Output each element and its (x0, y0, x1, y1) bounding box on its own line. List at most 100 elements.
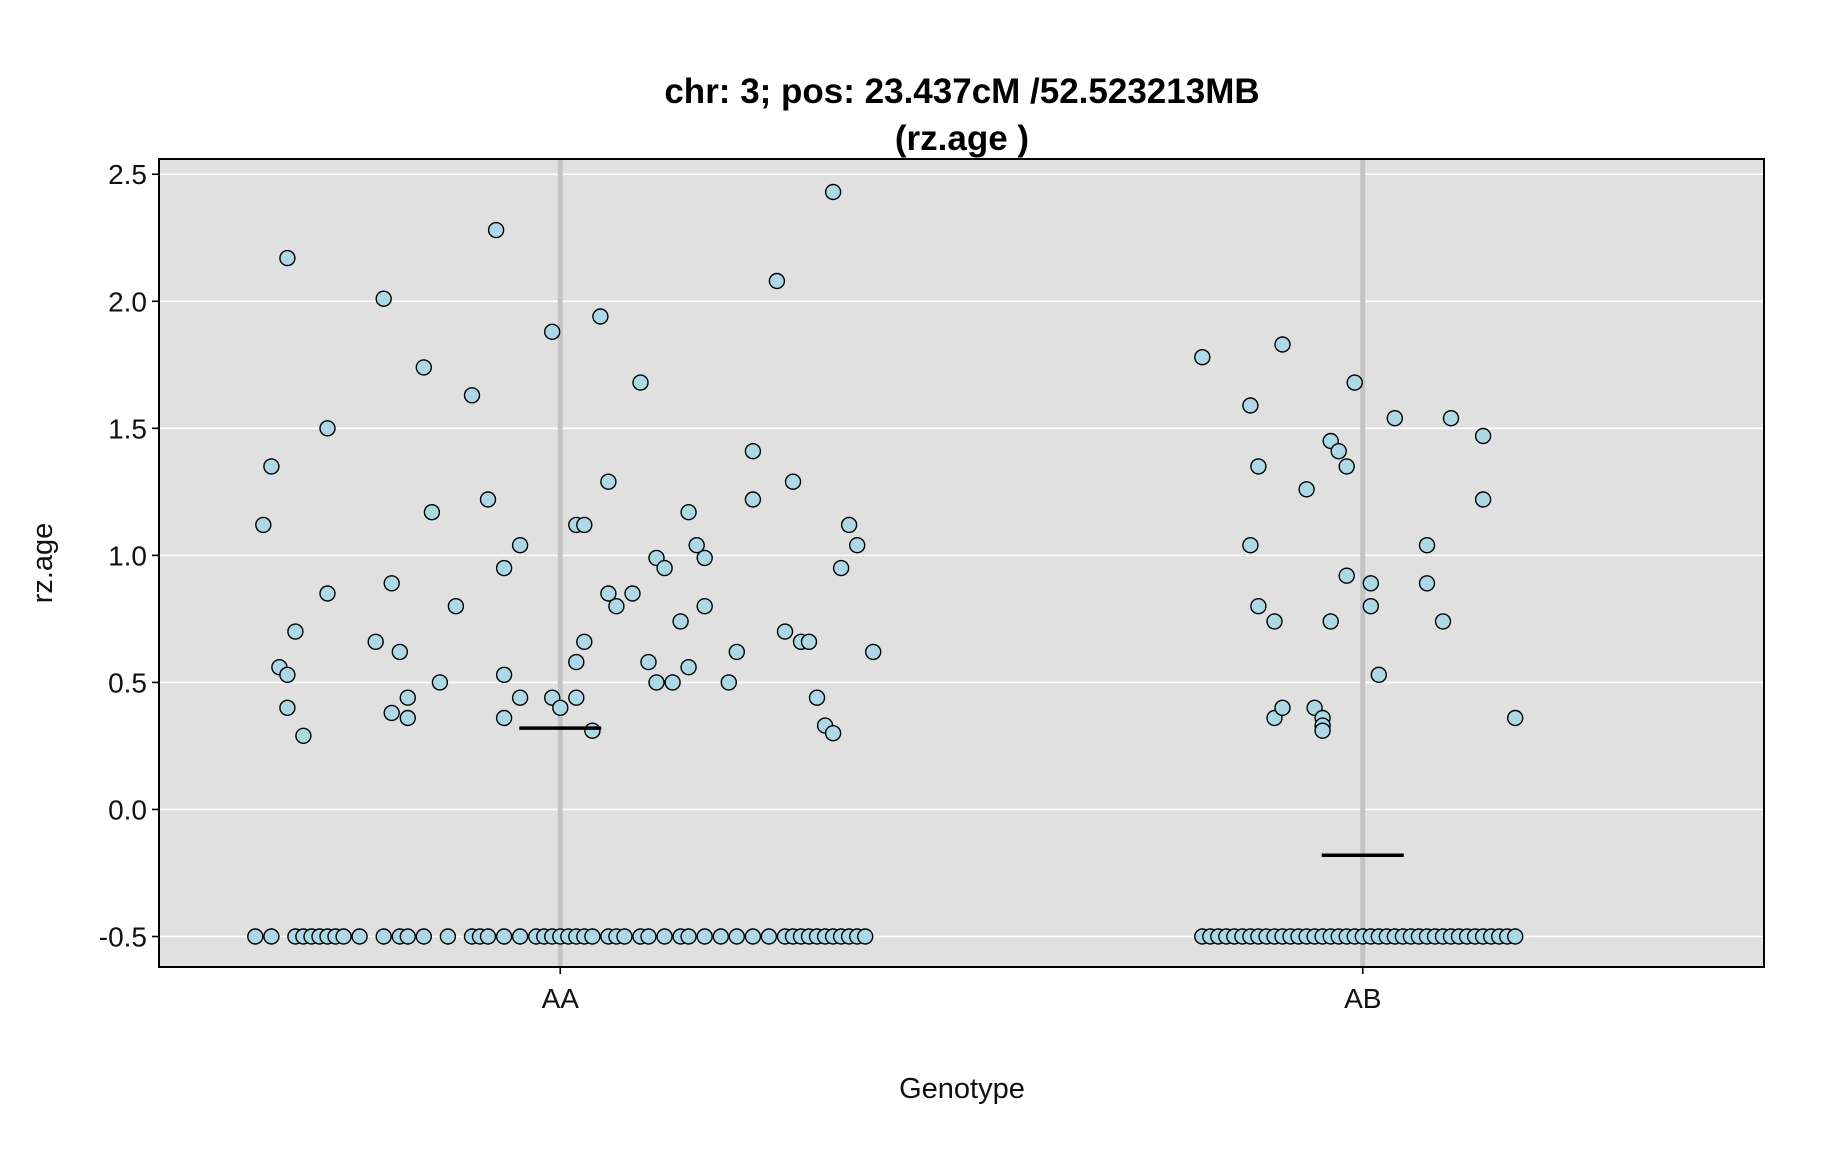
point-AA-69 (840, 516, 858, 534)
point-AA-61 (784, 473, 802, 490)
point-AA-14 (391, 643, 408, 661)
plot-panel (159, 159, 1764, 967)
point-AA-5 (279, 699, 296, 716)
point-AB-17 (1338, 458, 1355, 475)
point-AA-37 (584, 722, 601, 739)
point-AA-85 (415, 928, 432, 945)
point-AA-41 (608, 598, 625, 615)
point-AA-4 (279, 666, 296, 683)
point-AB-19 (1346, 374, 1363, 391)
point-AA-52 (688, 537, 705, 554)
point-AA-110 (728, 928, 745, 945)
point-AA-17 (415, 359, 432, 376)
point-AA-16 (399, 709, 416, 727)
point-AA-104 (640, 928, 657, 945)
y-tick-label-4: 1.5 (108, 413, 147, 444)
point-AB-20 (1362, 575, 1380, 592)
point-AA-71 (865, 643, 882, 661)
point-AA-29 (544, 323, 561, 340)
point-AA-102 (616, 928, 633, 945)
point-AB-14 (1314, 722, 1331, 739)
point-AB-9 (1298, 481, 1315, 498)
point-AA-28 (511, 689, 529, 706)
point-AB-0 (1194, 349, 1211, 366)
point-AA-99 (584, 928, 601, 945)
point-AB-25 (1418, 575, 1436, 592)
y-tick-label-5: 2.0 (108, 286, 147, 317)
point-AA-15 (399, 689, 416, 706)
point-AA-55 (720, 674, 737, 691)
gridlines (159, 173, 1764, 938)
x-axis-label: Genotype (899, 1073, 1025, 1105)
point-AA-59 (768, 272, 786, 290)
point-AA-80 (335, 928, 352, 945)
point-AA-105 (656, 928, 673, 945)
point-AA-73 (263, 928, 280, 945)
point-AA-57 (744, 443, 762, 460)
category-lines (557, 159, 1366, 967)
point-AA-27 (511, 537, 529, 554)
point-AB-23 (1386, 410, 1404, 427)
point-AB-18 (1338, 567, 1355, 584)
point-AA-35 (576, 516, 593, 534)
point-AA-90 (495, 928, 513, 945)
point-AA-50 (680, 504, 697, 521)
point-AA-108 (696, 928, 713, 945)
point-AA-86 (439, 928, 457, 945)
point-AA-111 (744, 928, 762, 945)
point-AA-38 (592, 308, 609, 325)
point-AA-23 (487, 221, 505, 239)
point-AA-56 (728, 643, 745, 661)
x-tick-label-AA: AA (542, 983, 580, 1014)
point-AB-21 (1362, 598, 1380, 615)
point-AA-7 (295, 727, 312, 744)
point-AA-22 (479, 491, 497, 508)
point-AA-39 (600, 473, 617, 490)
point-AA-81 (351, 928, 368, 945)
point-AA-6 (287, 623, 304, 640)
point-AA-46 (648, 674, 665, 691)
point-AA-9 (319, 585, 336, 602)
data-points (247, 183, 1524, 945)
point-AB-70 (1506, 928, 1524, 945)
mean-markers (519, 726, 1404, 857)
y-tick-label-6: 2.5 (108, 159, 147, 190)
point-AA-48 (664, 674, 681, 691)
point-AA-51 (680, 659, 697, 676)
point-AB-7 (1274, 336, 1291, 353)
point-AA-11 (375, 290, 392, 307)
point-AA-68 (832, 559, 850, 577)
point-AA-31 (552, 699, 569, 716)
point-AA-91 (511, 928, 529, 945)
point-AB-26 (1434, 613, 1452, 630)
point-AA-47 (656, 559, 673, 577)
point-AA-43 (632, 374, 649, 391)
point-AA-26 (495, 709, 513, 727)
point-AA-21 (463, 387, 481, 404)
point-AA-70 (849, 537, 866, 554)
point-AA-0 (255, 516, 272, 534)
point-AA-54 (696, 549, 713, 567)
point-AA-49 (672, 613, 689, 630)
point-AA-109 (712, 928, 729, 945)
point-AA-64 (808, 689, 826, 706)
y-tick-label-0: -0.5 (99, 922, 147, 953)
y-axis-label: rz.age (27, 523, 59, 604)
chart-title: chr: 3; pos: 23.437cM /52.523213MB (rz.a… (664, 72, 1259, 158)
point-AB-1 (1242, 397, 1259, 414)
point-AA-40 (600, 585, 617, 602)
point-AA-58 (744, 491, 762, 508)
y-tick-label-1: 0.0 (108, 794, 147, 825)
point-AA-84 (399, 928, 416, 945)
y-axis-ticks: -0.5 0.0 0.5 1.0 1.5 2.0 2.5 (99, 159, 159, 953)
point-AA-53 (696, 598, 713, 615)
point-AA-112 (760, 928, 778, 945)
point-AA-66 (824, 183, 842, 201)
point-AA-3 (279, 249, 296, 267)
point-AB-27 (1442, 410, 1460, 427)
point-AA-8 (319, 420, 336, 437)
point-AA-25 (495, 666, 513, 683)
point-AA-107 (680, 928, 697, 945)
point-AB-2 (1242, 537, 1259, 554)
point-AA-60 (776, 623, 794, 640)
